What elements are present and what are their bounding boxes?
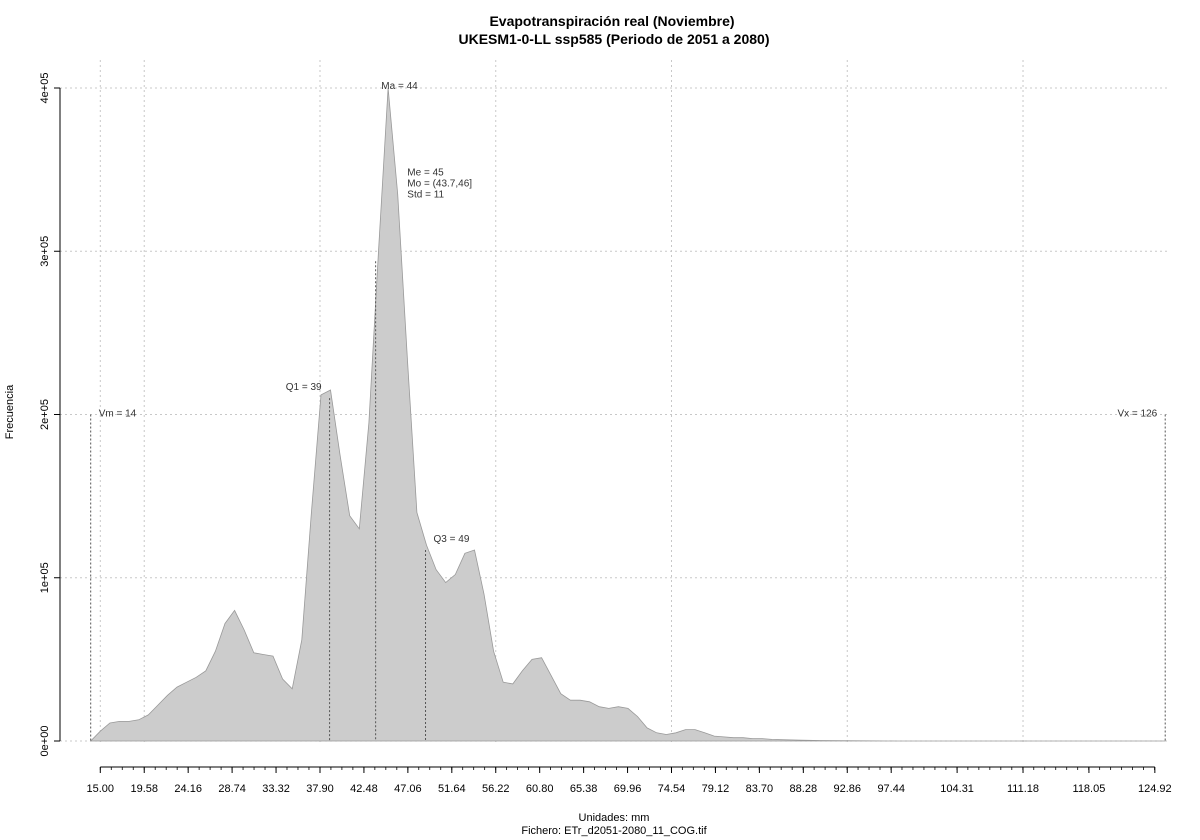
chart-subtitle: UKESM1-0-LL ssp585 (Periodo de 2051 a 20… [459,31,770,47]
y-axis-label: Frecuencia [4,384,16,439]
x-tick-label: 42.48 [350,783,378,795]
y-tick-label: 4e+05 [39,73,51,104]
chart-title: Evapotranspiración real (Noviembre) [489,13,734,29]
marker-label: Q1 = 39 [286,382,322,393]
stats-label: Mo = (43.7,46] [407,179,472,190]
x-tick-label: 92.86 [833,783,861,795]
x-tick-label: 104.31 [940,783,974,795]
x-tick-label: 74.54 [658,783,686,795]
x-tick-label: 60.80 [526,783,554,795]
x-tick-label: 51.64 [438,783,466,795]
x-tick-label: 33.32 [262,783,290,795]
y-tick-label: 1e+05 [39,562,51,593]
x-tick-label: 69.96 [614,783,642,795]
x-axis-label: Unidades: mm [579,812,650,824]
density-area [89,87,1166,742]
x-tick-label: 56.22 [482,783,510,795]
x-tick-label: 79.12 [702,783,730,795]
marker-label: Q3 = 49 [434,534,470,545]
stats-label: Std = 11 [407,190,444,201]
axes: 0e+00 1e+05 2e+05 3e+05 4e+05 15.00 19.58 24.16… [39,73,1172,795]
markers: Vm = 14 Q1 = 39 Q3 = 49 Vx = 126 Ma = 44 Me =… [90,81,1166,741]
x-tick-label: 47.06 [394,783,422,795]
x-tick-label: 124.92 [1138,783,1172,795]
x-tick-label: 37.90 [306,783,334,795]
x-tick-label: 118.05 [1073,783,1106,795]
x-tick-label: 24.16 [174,783,202,795]
x-tick-label: 111.18 [1007,783,1039,795]
x-tick-label: 65.38 [570,783,598,795]
y-tick-label: 2e+05 [39,399,51,430]
x-tick-label: 28.74 [218,783,246,795]
x-tick-label: 88.28 [790,783,818,795]
x-tick-label: 15.00 [87,783,115,795]
y-tick-label: 0e+00 [39,726,51,757]
plot-area [89,87,1166,742]
y-tick-label: 3e+05 [39,236,51,267]
marker-label: Vm = 14 [99,409,137,420]
grid [60,60,1170,743]
file-name-label: Fichero: ETr_d2051-2080_11_COG.tif [521,825,707,837]
peak-label: Ma = 44 [381,81,418,92]
stats-label: Me = 45 [407,168,444,179]
x-tick-label: 97.44 [877,783,905,795]
x-tick-label: 83.70 [746,783,774,795]
x-tick-label: 19.58 [130,783,158,795]
marker-label: Vx = 126 [1117,409,1157,420]
